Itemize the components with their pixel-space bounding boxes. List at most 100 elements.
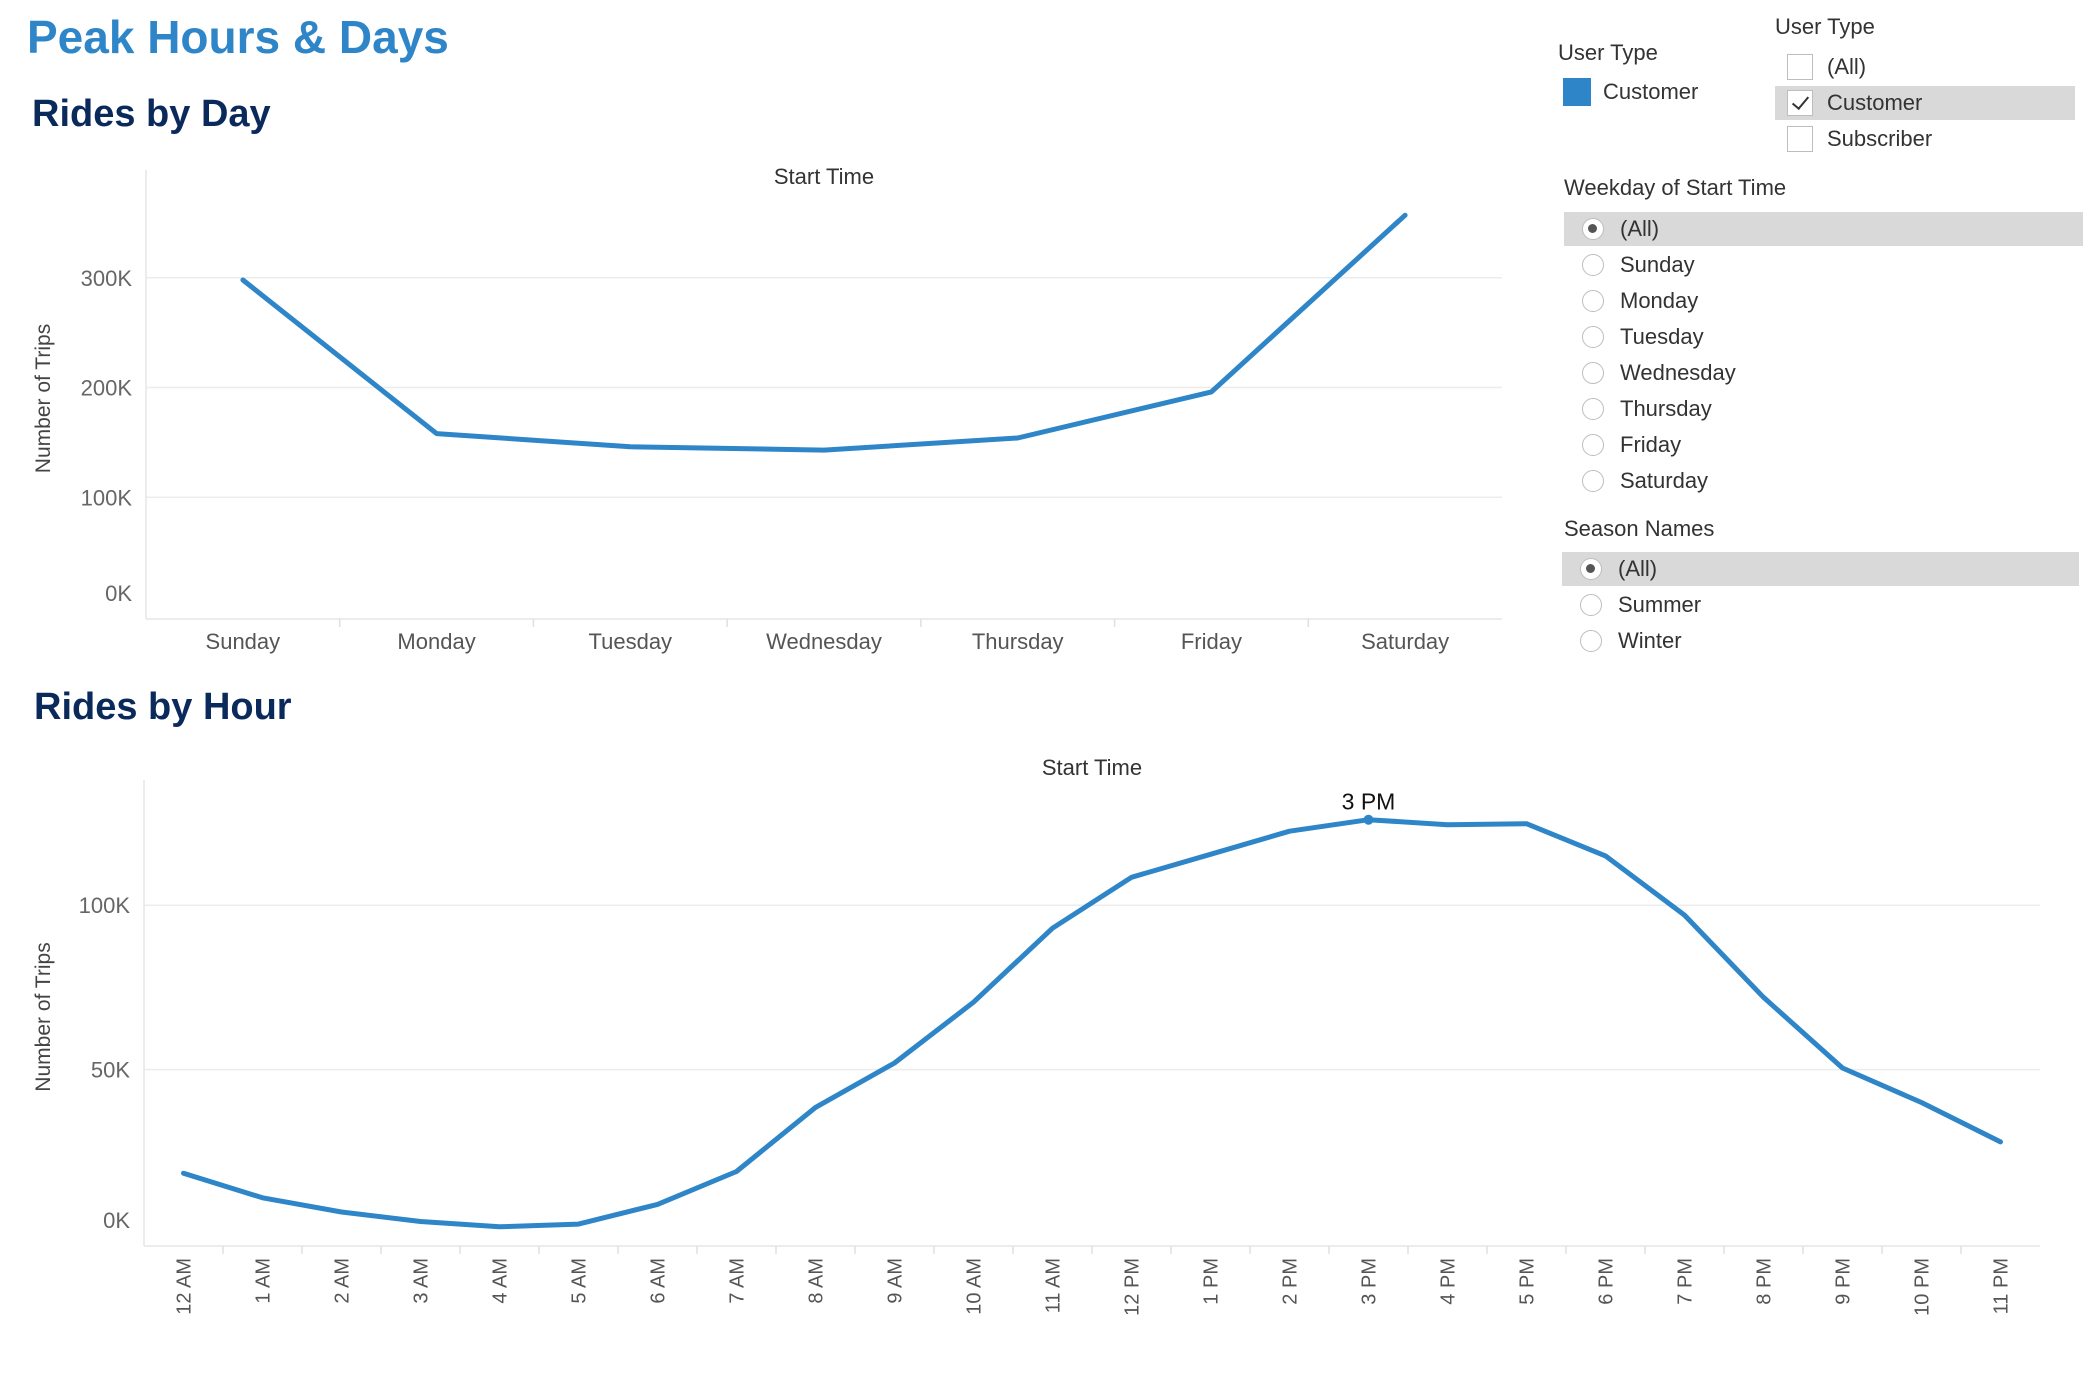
x-tick-label: 5 AM xyxy=(569,1258,591,1304)
data-point[interactable] xyxy=(1760,993,1768,1001)
x-tick-label: 10 PM xyxy=(1912,1258,1934,1316)
radio-icon[interactable] xyxy=(1582,290,1604,312)
data-point[interactable] xyxy=(626,443,634,451)
data-point[interactable] xyxy=(1049,924,1057,932)
data-point[interactable] xyxy=(433,430,441,438)
season-option-summer[interactable]: Summer xyxy=(1562,588,2079,622)
data-point[interactable] xyxy=(1681,911,1689,919)
radio-icon[interactable] xyxy=(1582,326,1604,348)
data-point[interactable] xyxy=(1523,820,1531,828)
data-point[interactable] xyxy=(1401,211,1409,219)
data-point[interactable] xyxy=(575,1220,583,1228)
radio-icon[interactable] xyxy=(1582,362,1604,384)
data-point[interactable] xyxy=(1207,850,1215,858)
x-tick-label: 8 AM xyxy=(806,1258,828,1304)
weekday-option-friday[interactable]: Friday xyxy=(1564,428,2083,462)
radio-icon[interactable] xyxy=(1580,630,1602,652)
season-option-all[interactable]: (All) xyxy=(1562,552,2079,586)
checkbox-icon[interactable] xyxy=(1787,54,1813,80)
page-title: Peak Hours & Days xyxy=(27,11,449,63)
data-point[interactable] xyxy=(338,1208,346,1216)
weekday-option-saturday[interactable]: Saturday xyxy=(1564,464,2083,498)
season-option-winter[interactable]: Winter xyxy=(1562,624,2079,658)
legend-swatch xyxy=(1563,78,1591,106)
x-tick-label: 1 PM xyxy=(1201,1258,1223,1305)
data-point[interactable] xyxy=(1444,821,1452,829)
data-point[interactable] xyxy=(1839,1064,1847,1072)
y-tick-label: 0K xyxy=(103,1208,130,1233)
option-label: Summer xyxy=(1618,592,1702,617)
data-point[interactable] xyxy=(180,1169,188,1177)
x-tick-label: 4 AM xyxy=(490,1258,512,1304)
radio-icon[interactable] xyxy=(1582,398,1604,420)
weekday-option-wednesday[interactable]: Wednesday xyxy=(1564,356,2083,390)
x-tick-label: Monday xyxy=(397,629,475,654)
data-point[interactable] xyxy=(417,1218,425,1226)
x-tick-label: 12 AM xyxy=(174,1258,196,1315)
y-tick-label: 100K xyxy=(81,485,133,510)
data-point[interactable] xyxy=(259,1194,267,1202)
option-label: Thursday xyxy=(1620,396,1712,421)
chart-axis-title: Start Time xyxy=(774,164,874,189)
option-label: Saturday xyxy=(1620,468,1709,493)
option-label: Subscriber xyxy=(1827,126,1933,151)
radio-icon[interactable] xyxy=(1582,218,1604,240)
weekday-option-tuesday[interactable]: Tuesday xyxy=(1564,320,2083,354)
series-line[interactable] xyxy=(181,817,2003,1230)
checkbox-icon[interactable] xyxy=(1787,126,1813,152)
data-point[interactable] xyxy=(1128,873,1136,881)
annotation-label: 3 PM xyxy=(1342,789,1396,815)
x-tick-label: Wednesday xyxy=(766,629,882,654)
x-tick-label: 7 PM xyxy=(1675,1258,1697,1305)
user-type-option-all[interactable]: (All) xyxy=(1775,50,2075,84)
y-tick-label: 100K xyxy=(79,893,131,918)
x-tick-label: 3 AM xyxy=(411,1258,433,1304)
option-label: Friday xyxy=(1620,432,1682,457)
radio-icon[interactable] xyxy=(1582,470,1604,492)
x-tick-label: 4 PM xyxy=(1438,1258,1460,1305)
rides-by-day-chart: Start Time 0K 100K 200K 300K Number of Trips S… xyxy=(32,164,1502,654)
x-tick-label: Sunday xyxy=(206,629,281,654)
option-label: Sunday xyxy=(1620,252,1695,277)
x-tick-label: 2 AM xyxy=(332,1258,354,1304)
data-point[interactable] xyxy=(1918,1098,1926,1106)
user-type-option-customer[interactable]: Customer xyxy=(1775,86,2075,120)
series-line[interactable] xyxy=(240,212,1408,453)
weekday-option-monday[interactable]: Monday xyxy=(1564,284,2083,318)
radio-icon[interactable] xyxy=(1580,594,1602,616)
data-point[interactable] xyxy=(239,276,247,284)
weekday-option-sunday[interactable]: Sunday xyxy=(1564,248,2083,282)
legend-item-label: Customer xyxy=(1603,79,1699,104)
x-tick-label: 11 PM xyxy=(1991,1258,2013,1314)
y-axis-title: Number of Trips xyxy=(32,324,55,473)
radio-icon[interactable] xyxy=(1582,434,1604,456)
data-point[interactable] xyxy=(496,1223,504,1231)
x-tick-label: 3 PM xyxy=(1359,1258,1381,1305)
x-tick-label: Friday xyxy=(1181,629,1242,654)
radio-icon[interactable] xyxy=(1580,558,1602,580)
data-point[interactable] xyxy=(1997,1138,2005,1146)
data-point[interactable] xyxy=(1014,434,1022,442)
x-tick-label: 9 PM xyxy=(1833,1258,1855,1305)
x-tick-label: 10 AM xyxy=(964,1258,986,1315)
data-point[interactable] xyxy=(1602,852,1610,860)
highlight-point[interactable] xyxy=(1363,814,1374,825)
data-point[interactable] xyxy=(812,1103,820,1111)
weekday-option-thursday[interactable]: Thursday xyxy=(1564,392,2083,426)
option-label: Monday xyxy=(1620,288,1699,313)
radio-icon[interactable] xyxy=(1582,254,1604,276)
data-point[interactable] xyxy=(733,1168,741,1176)
user-type-option-subscriber[interactable]: Subscriber xyxy=(1775,122,2075,156)
data-point[interactable] xyxy=(1207,388,1215,396)
x-tick-label: 8 PM xyxy=(1754,1258,1776,1305)
rides-by-hour-chart: Start Time 0K 50K 100K Number of Trips 12 AM 1… xyxy=(32,755,2040,1316)
x-tick-label: 7 AM xyxy=(727,1258,749,1304)
data-point[interactable] xyxy=(970,998,978,1006)
data-point[interactable] xyxy=(1286,827,1294,835)
data-point[interactable] xyxy=(654,1200,662,1208)
weekday-option-all[interactable]: (All) xyxy=(1564,212,2083,246)
checkbox-icon[interactable] xyxy=(1787,90,1813,116)
data-point[interactable] xyxy=(891,1059,899,1067)
chart-axis-title: Start Time xyxy=(1042,755,1142,780)
data-point[interactable] xyxy=(820,446,828,454)
